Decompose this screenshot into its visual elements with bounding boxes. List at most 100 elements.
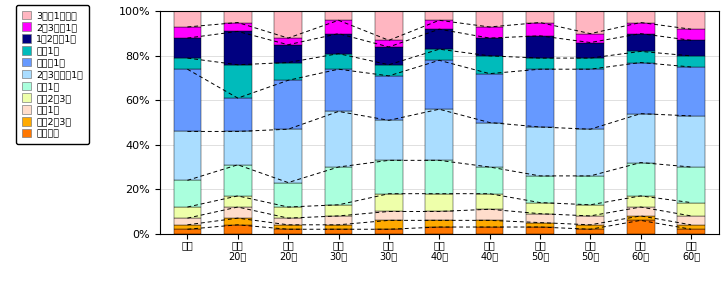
Bar <box>576 42 604 58</box>
Bar <box>526 23 554 36</box>
Bar <box>224 98 252 131</box>
Bar <box>375 11 403 40</box>
Bar <box>677 225 705 229</box>
Bar <box>576 34 604 42</box>
Bar <box>627 220 655 234</box>
Bar <box>375 40 403 47</box>
Bar <box>526 223 554 227</box>
Bar <box>425 49 453 60</box>
Bar <box>224 23 252 31</box>
Bar <box>174 225 201 229</box>
Bar <box>375 160 403 194</box>
Bar <box>274 38 302 45</box>
Bar <box>174 27 201 38</box>
Bar <box>325 225 352 229</box>
Bar <box>677 216 705 225</box>
Bar <box>274 11 302 38</box>
Bar <box>677 40 705 56</box>
Bar <box>526 227 554 234</box>
Bar <box>375 211 403 220</box>
Bar <box>526 69 554 127</box>
Bar <box>677 56 705 67</box>
Bar <box>274 225 302 229</box>
Bar <box>425 160 453 194</box>
Bar <box>224 65 252 98</box>
Bar <box>375 47 403 65</box>
Bar <box>224 196 252 207</box>
Bar <box>425 109 453 160</box>
Bar <box>174 38 201 58</box>
Bar <box>576 129 604 176</box>
Bar <box>375 120 403 160</box>
Bar <box>627 51 655 62</box>
Bar <box>576 229 604 234</box>
Bar <box>677 67 705 116</box>
Bar <box>576 176 604 205</box>
Bar <box>174 229 201 234</box>
Bar <box>224 225 252 234</box>
Bar <box>677 29 705 40</box>
Bar <box>325 34 352 54</box>
Bar <box>677 203 705 216</box>
Bar <box>476 56 503 74</box>
Bar <box>425 211 453 220</box>
Bar <box>476 11 503 27</box>
Bar <box>476 27 503 38</box>
Bar <box>627 162 655 196</box>
Bar <box>425 220 453 227</box>
Bar <box>576 225 604 229</box>
Bar <box>627 207 655 216</box>
Bar <box>526 11 554 23</box>
Bar <box>526 58 554 69</box>
Bar <box>576 205 604 216</box>
Bar <box>274 183 302 207</box>
Bar <box>677 11 705 29</box>
Bar <box>425 20 453 29</box>
Bar <box>425 60 453 109</box>
Bar <box>325 69 352 111</box>
Bar <box>677 116 705 167</box>
Bar <box>274 62 302 80</box>
Bar <box>476 74 503 123</box>
Bar <box>526 176 554 203</box>
Bar <box>375 65 403 76</box>
Bar <box>677 167 705 203</box>
Bar <box>627 34 655 51</box>
Bar <box>224 165 252 196</box>
Bar <box>274 229 302 234</box>
Bar <box>274 218 302 225</box>
Bar <box>476 194 503 209</box>
Bar <box>174 11 201 27</box>
Bar <box>325 11 352 20</box>
Bar <box>627 23 655 34</box>
Bar <box>325 229 352 234</box>
Bar <box>476 209 503 220</box>
Bar <box>274 80 302 129</box>
Bar <box>325 20 352 34</box>
Bar <box>375 194 403 211</box>
Bar <box>425 194 453 211</box>
Bar <box>526 203 554 214</box>
Bar <box>325 54 352 69</box>
Bar <box>174 69 201 131</box>
Bar <box>325 167 352 205</box>
Bar <box>325 205 352 216</box>
Bar <box>526 214 554 223</box>
Bar <box>576 58 604 69</box>
Bar <box>627 216 655 220</box>
Bar <box>174 207 201 218</box>
Bar <box>425 11 453 20</box>
Bar <box>174 131 201 180</box>
Bar <box>627 114 655 162</box>
Bar <box>174 58 201 69</box>
Bar <box>375 76 403 120</box>
Legend: 3年に1回未満, 2～3年に1回, 1～2年に1回, 年に1回, 半年に1回, 2～3カ月に1回, 月に1回, 月に2～3回, 週に1回, 週に2～3回, ほぼ: 3年に1回未満, 2～3年に1回, 1～2年に1回, 年に1回, 半年に1回, … <box>16 5 89 144</box>
Bar <box>627 11 655 23</box>
Bar <box>224 131 252 165</box>
Bar <box>526 127 554 176</box>
Bar <box>274 129 302 183</box>
Bar <box>476 123 503 167</box>
Bar <box>224 207 252 218</box>
Bar <box>375 220 403 229</box>
Bar <box>576 216 604 225</box>
